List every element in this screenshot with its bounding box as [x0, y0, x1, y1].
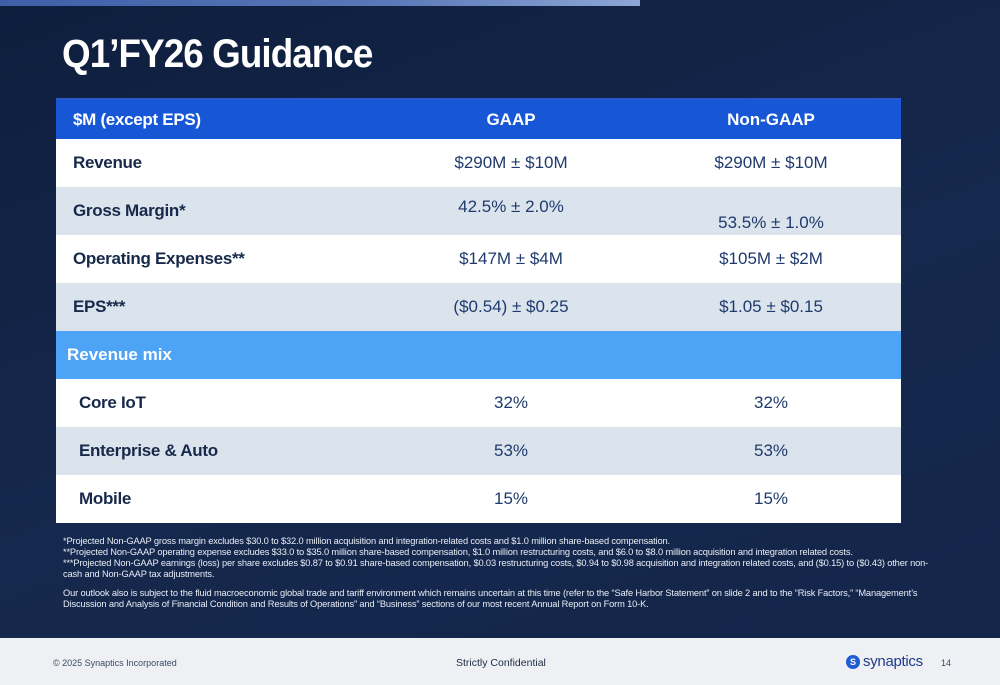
footnote-gross-margin: *Projected Non-GAAP gross margin exclude… — [63, 536, 670, 546]
table-row-core-iot: Core IoT 32% 32% — [56, 379, 901, 427]
table-row-revenue: Revenue $290M ± $10M $290M ± $10M — [56, 139, 901, 187]
row-label: Operating Expenses** — [73, 249, 245, 268]
row-label: Enterprise & Auto — [79, 441, 218, 460]
table-row-gross-margin: Gross Margin* 42.5% ± 2.0% 53.5% ± 1.0% — [56, 187, 901, 235]
gaap-value: 53% — [493, 441, 529, 460]
non-gaap-value: 32% — [753, 393, 789, 412]
outlook-disclaimer: Our outlook also is subject to the fluid… — [63, 588, 918, 609]
table-row-mobile: Mobile 15% 15% — [56, 475, 901, 523]
gaap-value: 15% — [493, 489, 529, 508]
footnotes: *Projected Non-GAAP gross margin exclude… — [63, 536, 943, 610]
non-gaap-value: 53% — [753, 441, 789, 460]
non-gaap-value: 15% — [753, 489, 789, 508]
slide: Q1’FY26 Guidance $M (except EPS) GAAP No… — [0, 0, 1000, 638]
footnote-operating-expenses: **Projected Non-GAAP operating expense e… — [63, 547, 853, 557]
non-gaap-value: 53.5% ± 1.0% — [718, 213, 824, 232]
page-title: Q1’FY26 Guidance — [62, 32, 373, 76]
header-gaap: GAAP — [486, 109, 536, 129]
row-label: Core IoT — [79, 393, 146, 412]
footnote-eps: ***Projected Non-GAAP earnings (loss) pe… — [63, 558, 929, 579]
gaap-value: ($0.54) ± $0.25 — [453, 297, 569, 316]
table-row-eps: EPS*** ($0.54) ± $0.25 $1.05 ± $0.15 — [56, 283, 901, 331]
synaptics-logo: S synaptics — [846, 653, 923, 670]
guidance-table: $M (except EPS) GAAP Non-GAAP Revenue $2… — [56, 98, 901, 523]
table-row-operating-expenses: Operating Expenses** $147M ± $4M $105M ±… — [56, 235, 901, 283]
gaap-value: $147M ± $4M — [459, 249, 563, 268]
gaap-value: $290M ± $10M — [454, 153, 568, 172]
logo-mark-icon: S — [846, 654, 860, 669]
revenue-mix-label: Revenue mix — [67, 345, 172, 364]
header-non-gaap: Non-GAAP — [727, 109, 815, 129]
row-label: Revenue — [73, 153, 142, 172]
gaap-value: 32% — [493, 393, 529, 412]
row-label: EPS*** — [73, 297, 126, 316]
confidential-label: Strictly Confidential — [456, 657, 546, 669]
top-accent-bar — [0, 0, 640, 6]
copyright-text: © 2025 Synaptics Incorporated — [53, 658, 177, 668]
header-label: $M (except EPS) — [73, 109, 201, 129]
row-label: Mobile — [79, 489, 132, 508]
table-row-enterprise-auto: Enterprise & Auto 53% 53% — [56, 427, 901, 475]
non-gaap-value: $105M ± $2M — [719, 249, 823, 268]
row-label: Gross Margin* — [73, 201, 186, 220]
gaap-value: 42.5% ± 2.0% — [458, 197, 564, 216]
revenue-mix-section-header: Revenue mix — [56, 331, 901, 379]
footer: © 2025 Synaptics Incorporated Strictly C… — [0, 638, 1000, 685]
logo-text: synaptics — [863, 653, 923, 670]
non-gaap-value: $1.05 ± $0.15 — [719, 297, 823, 316]
table-header-row: $M (except EPS) GAAP Non-GAAP — [56, 100, 901, 139]
non-gaap-value: $290M ± $10M — [714, 153, 828, 172]
page-number: 14 — [941, 658, 952, 668]
